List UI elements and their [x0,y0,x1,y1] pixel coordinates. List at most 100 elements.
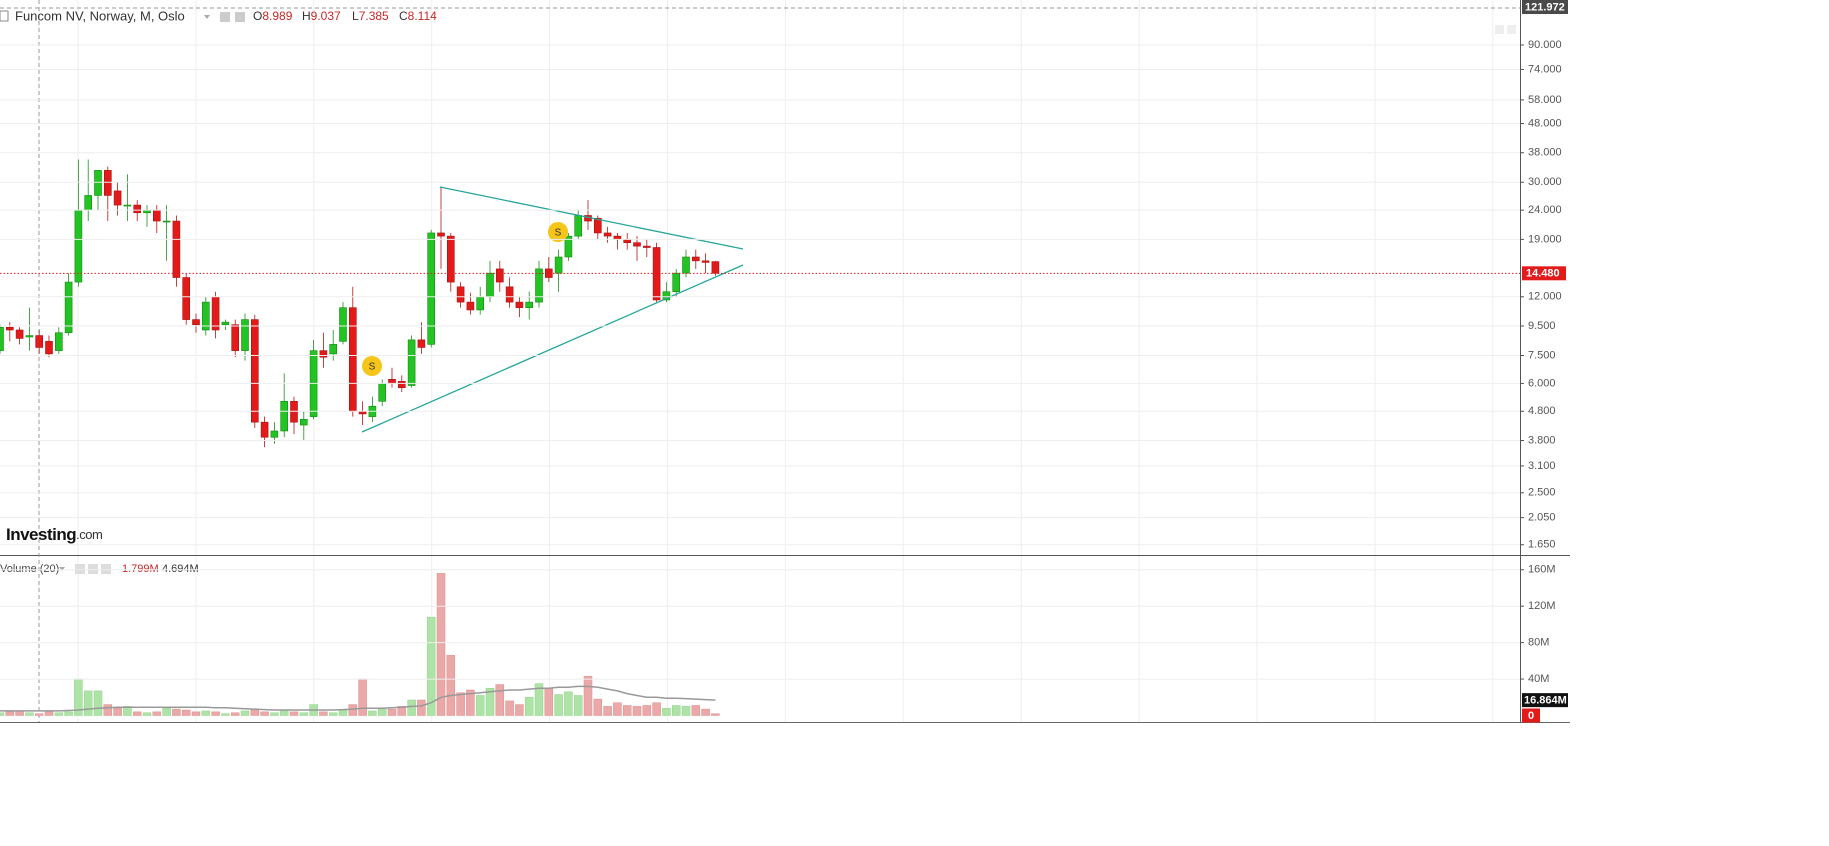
volume-bar [54,712,64,716]
candle-body [221,321,230,325]
candle-body [74,209,83,283]
volume-bar [377,708,387,716]
volume-bar [152,711,162,716]
volume-bar [230,712,240,716]
y-tick-label: 74.000 [1528,63,1562,75]
volume-bar [554,694,563,716]
y-tick-label: 30.000 [1528,176,1562,188]
candle-body [202,301,210,331]
candle-body [525,301,534,308]
y-tick-label: 2.500 [1528,487,1556,499]
volume-bar [544,687,554,716]
candle-body [172,220,181,278]
candle-body [633,242,641,247]
volume-bar [270,712,279,716]
dropdown-icon[interactable] [59,567,65,571]
candle-body [192,319,200,325]
volume-bar [505,700,514,716]
settings-icon[interactable] [75,564,85,574]
volume-bar [573,695,583,716]
remove-icon[interactable] [235,12,245,22]
chart-title: Funcom NV, Norway, M, Oslo [15,8,185,23]
volume-bar [642,705,652,716]
config-icon[interactable] [88,564,98,574]
remove-icon[interactable] [101,564,111,574]
candle-body [25,335,34,338]
collapse-icon[interactable] [0,10,9,22]
volume-bar [221,713,230,716]
candle-body [133,204,141,214]
candle-body [378,383,387,402]
volume-tick-label: 80M [1528,637,1549,649]
brand-logo: Investing.com [6,525,102,544]
candle-body [515,301,524,308]
ohlc-item: L7.385 [352,9,389,23]
candle-body [388,379,396,384]
candle-body [104,170,112,196]
volume-tick-label: 40M [1528,673,1549,685]
trendline-upper[interactable] [439,186,744,250]
ohlc-value: 7.385 [359,9,389,23]
last-price-box [1522,266,1566,281]
candle-body [6,327,14,331]
volume-bar [583,676,593,716]
candle-body [476,296,485,311]
volume-bar [44,711,54,716]
volume-bar [593,698,603,716]
candle-body [64,281,73,334]
brand-suffix: .com [76,527,102,542]
y-tick-label: 1.650 [1528,539,1556,551]
candle-body [486,272,494,298]
candle-body [593,217,602,234]
volume-bar [358,678,367,716]
volume-bar [113,707,122,716]
volume-bar [240,710,250,716]
split-marker[interactable] [548,222,568,242]
volume-bar [319,711,328,716]
scale-icon[interactable] [1495,25,1504,34]
volume-bar [181,709,191,716]
volume-bar [260,711,269,716]
candle-body [574,215,583,237]
dropdown-icon[interactable] [204,15,210,19]
trendline-lower[interactable] [361,264,744,433]
settings-icon[interactable] [220,12,230,22]
candle-body [299,419,308,426]
volume-bar [172,708,181,716]
volume-bar [123,706,132,716]
volume-bar [475,695,485,716]
volume-bar [338,709,348,716]
candle-body [211,296,220,331]
volume-bar [162,707,171,716]
y-tick-label: 4.800 [1528,405,1556,417]
candle-body [94,170,102,196]
volume-bar [622,705,632,716]
volume-bar [250,709,260,716]
candle-body [241,319,249,351]
candle-body [35,335,44,348]
volume-bar [662,707,671,716]
candle-body [505,286,514,303]
scale-icon[interactable] [1507,25,1516,34]
candle-body [544,268,553,278]
candle-body [329,344,338,355]
volume-tick-label: 160M [1528,564,1556,576]
volume-bar [328,712,338,716]
candle-body [280,400,289,432]
candle-body [182,277,190,320]
volume-ma-box [1522,693,1568,708]
volume-bar [289,711,299,716]
volume-bar [711,713,720,716]
volume-bar [397,706,407,716]
volume-bar [652,702,661,716]
volume-bar [671,705,681,716]
volume-bar [191,711,201,716]
candle-body [397,381,406,388]
candle-body [15,329,24,339]
volume-bar [426,616,436,716]
split-marker[interactable] [362,356,382,376]
volume-bar [211,711,220,716]
volume-legend-value: 1.799M [122,563,159,575]
